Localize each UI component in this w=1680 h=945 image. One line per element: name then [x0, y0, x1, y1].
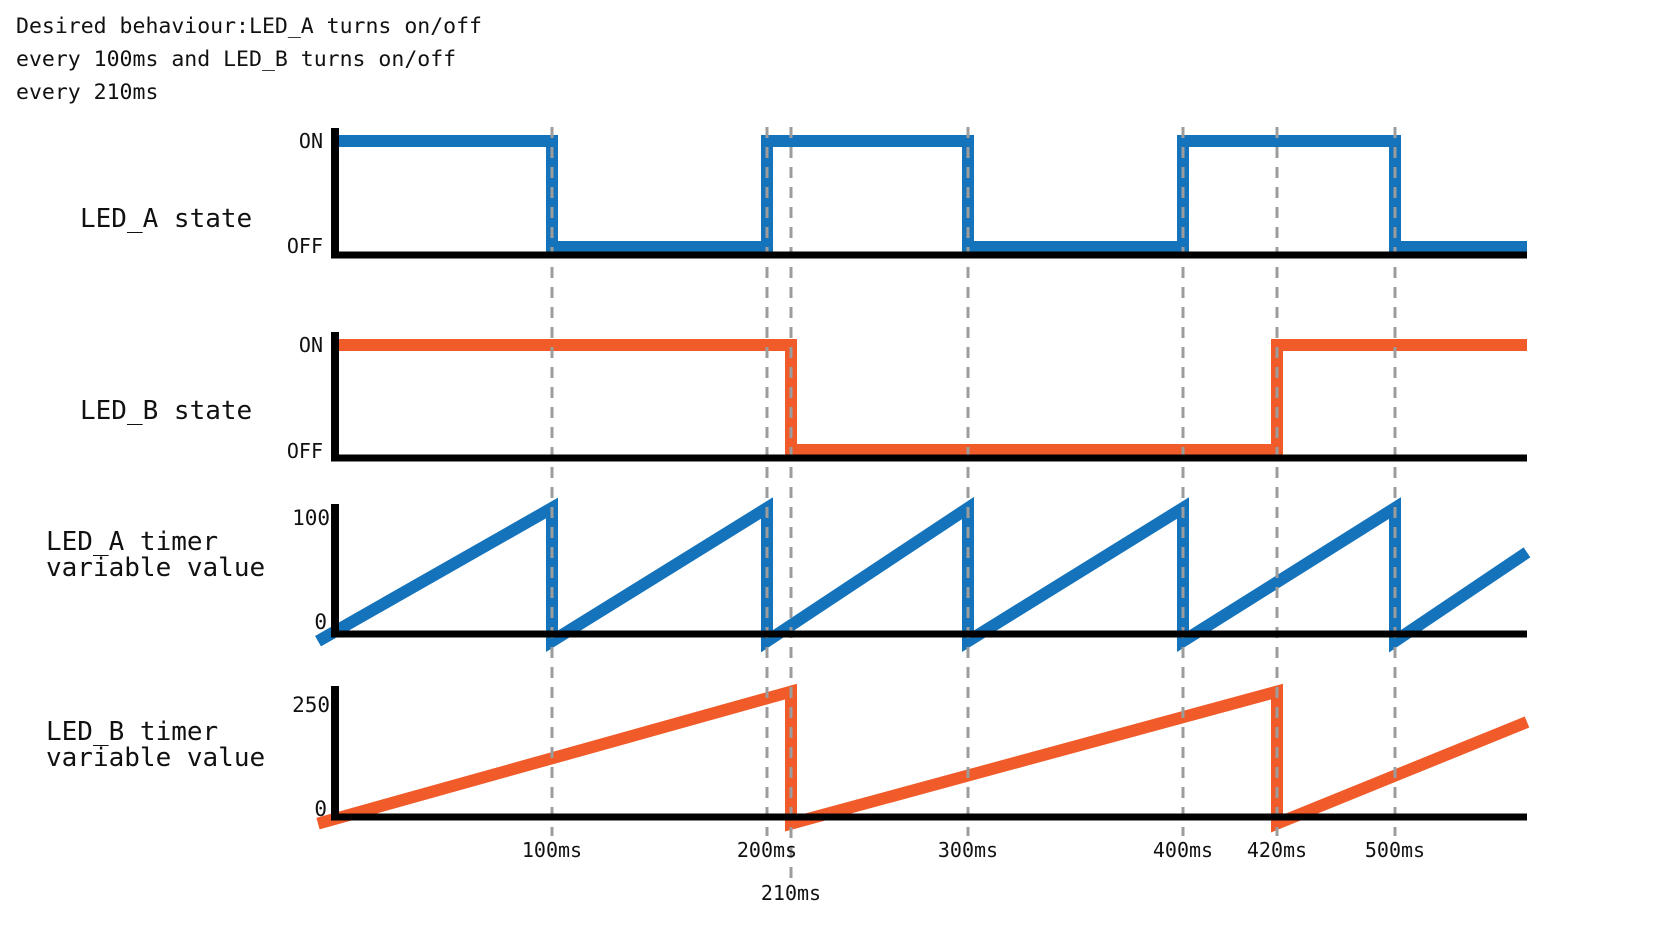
y-label-led-a-on: ON	[299, 129, 323, 153]
y-label-timer-b-250: 250	[292, 693, 330, 717]
x-tick-100ms: 100ms	[522, 838, 582, 862]
chart-title-led-b-timer-line1: LED_B timer	[46, 717, 218, 747]
header-text: Desired behaviour:LED_A turns on/off eve…	[16, 14, 482, 105]
chart-title-led-a-timer-line1: LED_A timer	[46, 527, 218, 557]
wave-led-a-timer-variable-value	[315, 496, 1531, 653]
x-tick-200ms: 200ms	[737, 838, 797, 862]
signal-waves	[315, 135, 1531, 833]
y-label-timer-a-0: 0	[314, 610, 327, 634]
chart-titles: LED_A state LED_B state LED_A timer vari…	[46, 204, 265, 773]
y-label-led-a-off: OFF	[287, 234, 323, 258]
x-tick-300ms: 300ms	[938, 838, 998, 862]
header-line-3: every 210ms	[16, 80, 158, 105]
y-label-timer-a-100: 100	[292, 506, 330, 530]
y-axis-labels: ON OFF ON OFF 100 0 250 0	[287, 129, 330, 821]
chart-title-led-a-state: LED_A state	[80, 204, 252, 234]
wave-led-a-state	[335, 135, 1527, 253]
x-tick-400ms: 400ms	[1153, 838, 1213, 862]
wave-led-b-timer-variable-value	[316, 683, 1530, 833]
chart-title-led-b-state: LED_B state	[80, 396, 252, 426]
chart-title-led-a-timer-line2: variable value	[46, 553, 265, 583]
x-tick-420ms: 420ms	[1247, 838, 1307, 862]
chart-axes	[331, 128, 1527, 821]
x-axis-labels: 100ms 200ms 300ms 400ms 420ms 500ms 210m…	[522, 838, 1425, 905]
chart-title-led-b-timer-line2: variable value	[46, 743, 265, 773]
y-label-led-b-on: ON	[299, 333, 323, 357]
x-tick-500ms: 500ms	[1365, 838, 1425, 862]
header-line-1: Desired behaviour:LED_A turns on/off	[16, 14, 482, 39]
wave-led-b-state	[335, 339, 1527, 456]
x-tick-210ms: 210ms	[761, 881, 821, 905]
header-line-2: every 100ms and LED_B turns on/off	[16, 47, 456, 72]
y-label-timer-b-0: 0	[314, 797, 327, 821]
y-label-led-b-off: OFF	[287, 439, 323, 463]
